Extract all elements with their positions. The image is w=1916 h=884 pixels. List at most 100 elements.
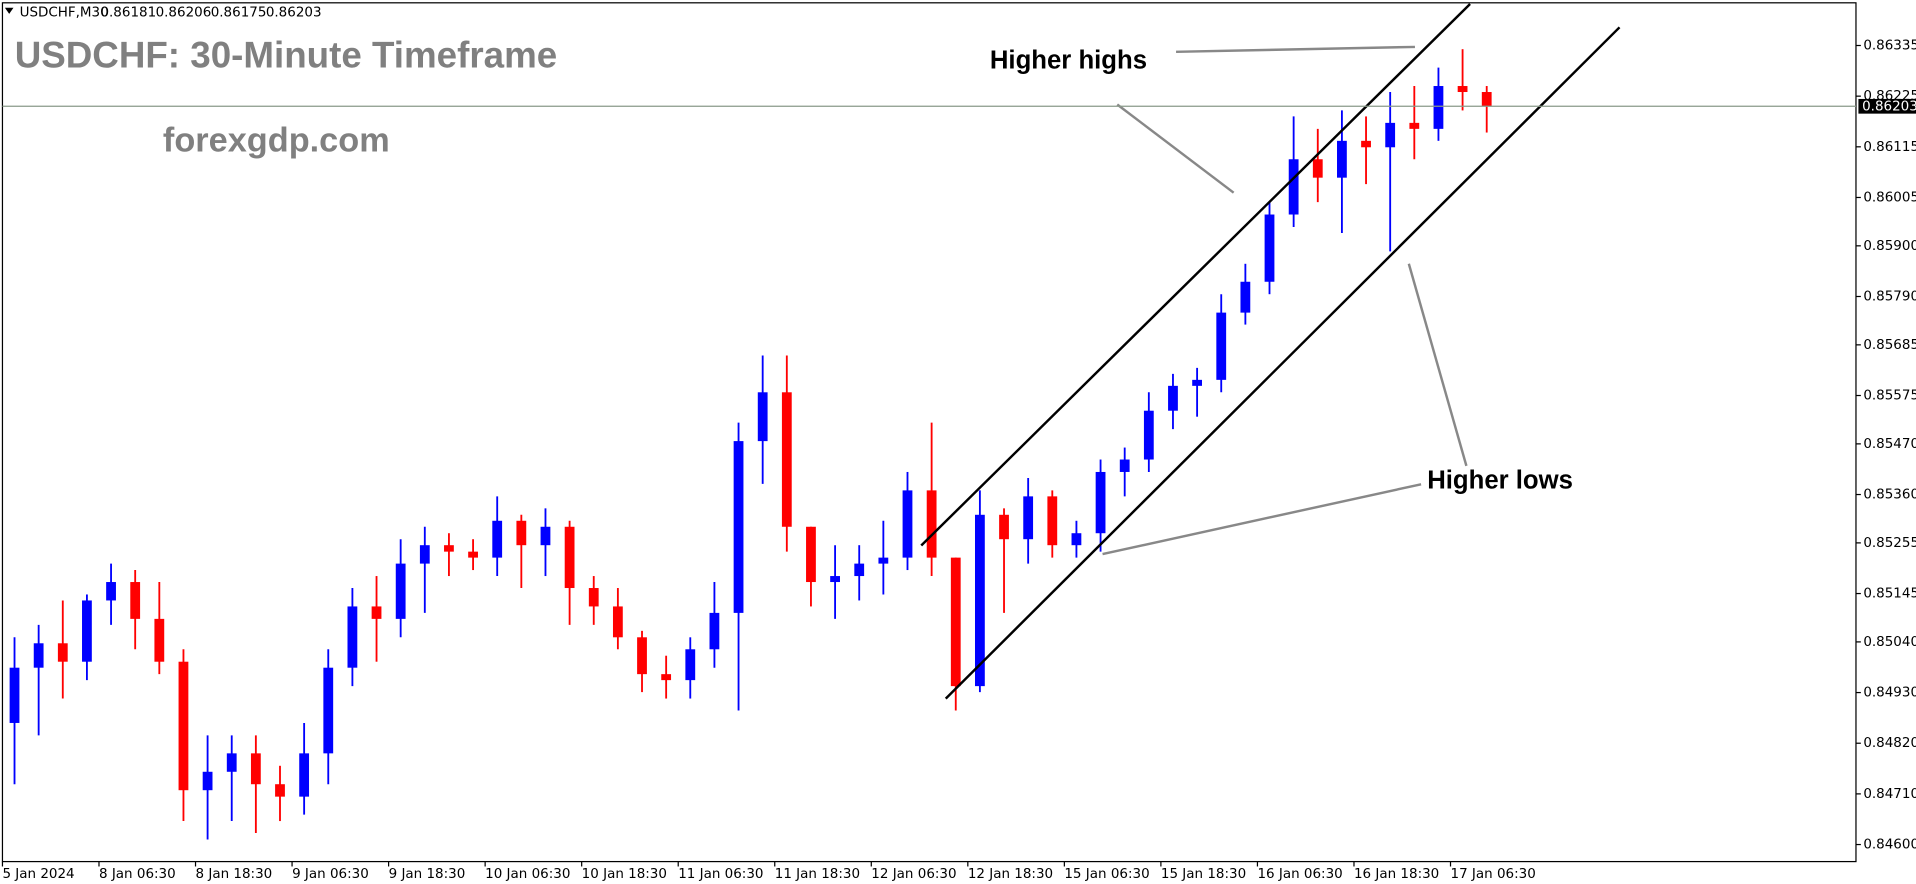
- channel-lower: [944, 26, 1621, 700]
- y-tick-label: 0.86335: [1863, 37, 1916, 53]
- candle-body: [347, 606, 358, 668]
- y-tick-label: 0.84600: [1863, 837, 1916, 853]
- candle-body: [250, 753, 261, 785]
- candle-body: [1288, 159, 1299, 215]
- candle-body: [178, 661, 189, 791]
- watermark: forexgdp.com: [163, 122, 390, 160]
- candle-body: [106, 582, 116, 601]
- candle-body: [82, 600, 92, 662]
- candle-body: [926, 490, 937, 558]
- header-value: 0.86175: [211, 5, 267, 21]
- pointer-line: [1176, 45, 1415, 54]
- candle-body: [1433, 86, 1444, 129]
- annotation: Higher lows: [1427, 467, 1573, 495]
- x-tick-label: 10 Jan 18:30: [582, 866, 667, 882]
- channel-upper: [920, 3, 1471, 547]
- y-tick-label: 0.85685: [1863, 337, 1916, 353]
- candle-body: [1385, 122, 1396, 148]
- candle-body: [781, 392, 792, 527]
- candle-body: [1457, 86, 1468, 93]
- candle-body: [371, 606, 382, 619]
- candle-body: [588, 588, 599, 607]
- x-tick-label: 12 Jan 06:30: [871, 866, 956, 882]
- y-tick-label: 0.86005: [1863, 189, 1916, 205]
- candle-body: [999, 514, 1009, 540]
- x-tick-label: 15 Jan 18:30: [1161, 866, 1246, 882]
- candle-body: [757, 392, 768, 442]
- candle-body: [1071, 533, 1082, 546]
- candle-body: [1481, 92, 1492, 107]
- candle-body: [540, 526, 551, 546]
- candle-body: [612, 606, 623, 638]
- pointer-line: [1407, 263, 1468, 467]
- candle-body: [1264, 214, 1275, 282]
- candle-body: [395, 563, 406, 619]
- x-tick-label: 5 Jan 2024: [2, 866, 74, 882]
- candle-body: [1361, 140, 1371, 148]
- candle-body: [878, 557, 889, 564]
- candle-body: [1409, 122, 1420, 129]
- x-tick-label: 17 Jan 06:30: [1451, 866, 1536, 882]
- y-tick-label: 0.84820: [1863, 735, 1916, 751]
- header-value: 0.86203: [266, 5, 322, 21]
- y-tick-label: 0.85790: [1863, 288, 1916, 304]
- annotation: Higher highs: [990, 46, 1147, 74]
- candle-body: [202, 771, 213, 791]
- x-tick-label: 15 Jan 06:30: [1064, 866, 1149, 882]
- candle-body: [57, 643, 68, 662]
- candle-body: [1337, 140, 1347, 178]
- last-price-box: [1858, 98, 1916, 114]
- candle-body: [974, 514, 985, 687]
- candle-body: [1023, 496, 1034, 540]
- x-tick-label: 8 Jan 06:30: [99, 866, 176, 882]
- candle-body: [685, 649, 696, 681]
- candle-body: [468, 551, 478, 558]
- candle-body: [1143, 410, 1154, 460]
- candle-body: [33, 643, 44, 668]
- header-value: 0.86206: [156, 5, 212, 21]
- candle-body: [299, 753, 310, 797]
- candle-body: [492, 520, 503, 558]
- header-value: 0.86181: [100, 5, 156, 21]
- y-tick-label: 0.84710: [1863, 786, 1916, 802]
- y-tick-label: 0.85900: [1863, 238, 1916, 254]
- x-tick-label: 9 Jan 18:30: [389, 866, 466, 882]
- pointer-line: [1102, 483, 1422, 556]
- candle-body: [564, 526, 575, 589]
- x-tick-label: 16 Jan 06:30: [1257, 866, 1342, 882]
- x-tick-label: 12 Jan 18:30: [968, 866, 1053, 882]
- marks: [9, 49, 1492, 840]
- y-tick-label: 0.85255: [1863, 535, 1916, 551]
- candle-body: [950, 557, 961, 687]
- candle-body: [1047, 496, 1058, 546]
- y-tick-label: 0.85470: [1863, 436, 1916, 452]
- candle-body: [1312, 159, 1323, 178]
- candle-body: [902, 490, 913, 558]
- y-tick-label: 0.85040: [1863, 634, 1916, 650]
- symbol: USDCHF,M30: [20, 5, 109, 21]
- x-tick-label: 11 Jan 18:30: [775, 866, 860, 882]
- candle-body: [516, 520, 527, 546]
- candle-body: [1095, 471, 1106, 534]
- candle-body: [1240, 281, 1251, 313]
- candle-body: [1216, 312, 1227, 380]
- candle-body: [323, 667, 334, 754]
- x-tick-label: 9 Jan 06:30: [292, 866, 369, 882]
- candle-body: [419, 545, 430, 564]
- last-price-label: 0.86203: [1862, 98, 1916, 114]
- candle-body: [275, 784, 285, 797]
- candle-body: [154, 618, 165, 662]
- candle-body: [854, 563, 865, 577]
- candle-body: [226, 753, 237, 772]
- x-tick-label: 10 Jan 06:30: [485, 866, 570, 882]
- candle-body: [661, 674, 672, 681]
- x-tick-label: 16 Jan 18:30: [1354, 866, 1439, 882]
- header-arrow: [4, 7, 14, 14]
- candle-body: [1168, 385, 1178, 411]
- candle-body: [830, 576, 840, 583]
- y-tick-label: 0.86115: [1863, 139, 1916, 155]
- candle-body: [637, 637, 647, 675]
- x-tick-label: 8 Jan 18:30: [196, 866, 273, 882]
